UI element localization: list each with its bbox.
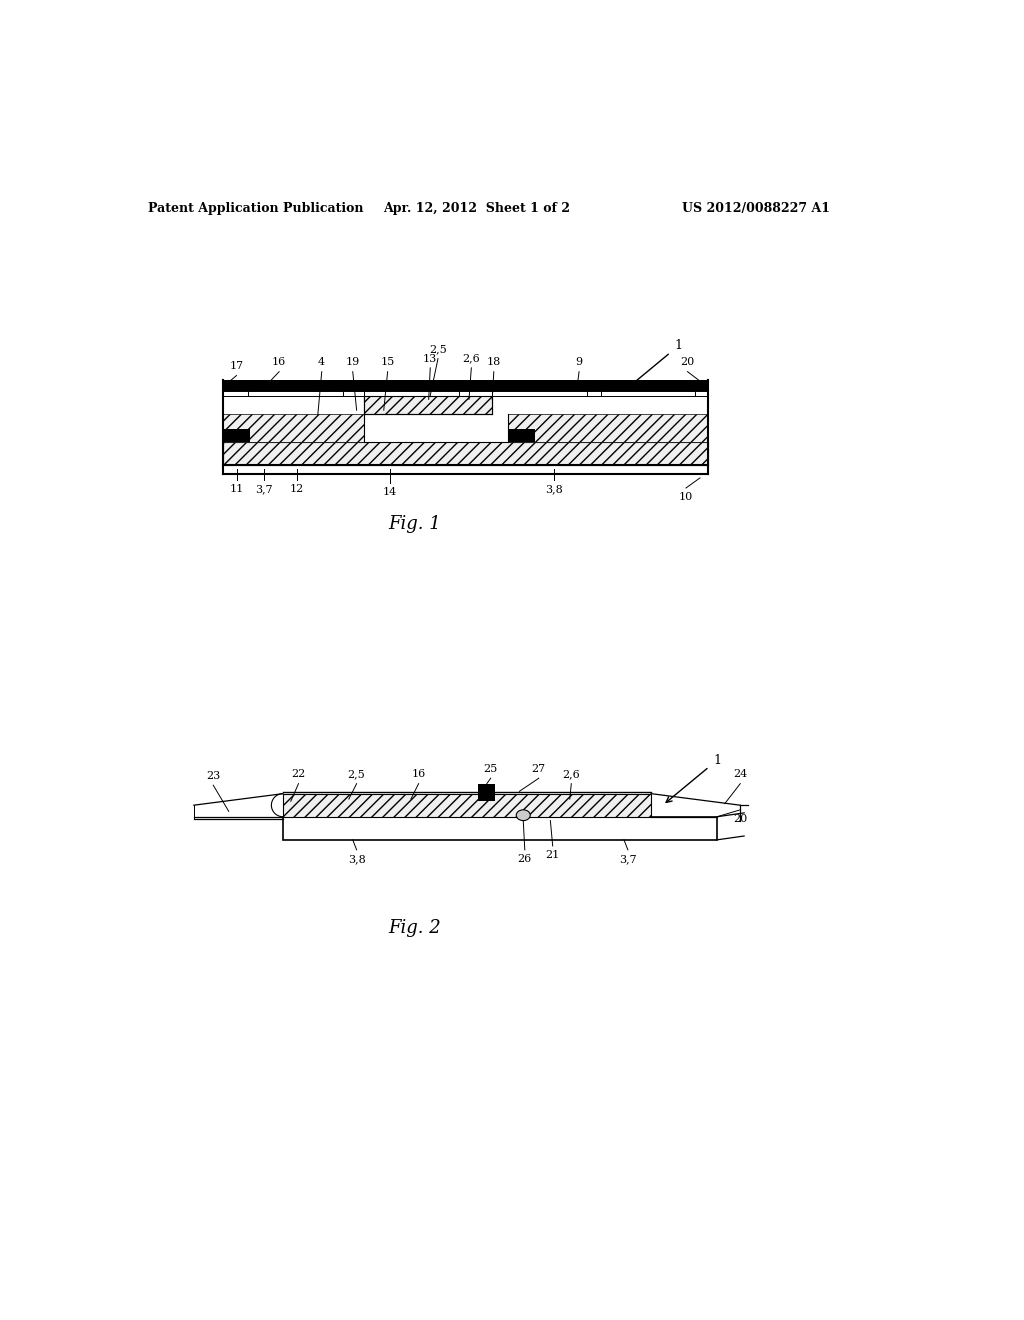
Text: Fig. 2: Fig. 2 bbox=[388, 920, 441, 937]
Text: 18: 18 bbox=[486, 358, 501, 367]
Text: 3,7: 3,7 bbox=[620, 854, 637, 865]
Text: 19: 19 bbox=[346, 358, 359, 367]
Text: 2,6: 2,6 bbox=[463, 354, 480, 363]
Text: 3,7: 3,7 bbox=[255, 484, 272, 495]
Text: 2,5: 2,5 bbox=[348, 770, 366, 779]
Text: US 2012/0088227 A1: US 2012/0088227 A1 bbox=[682, 202, 829, 215]
Text: Apr. 12, 2012  Sheet 1 of 2: Apr. 12, 2012 Sheet 1 of 2 bbox=[383, 202, 570, 215]
Bar bbox=[508, 414, 708, 442]
Text: Patent Application Publication: Patent Application Publication bbox=[148, 202, 364, 215]
Bar bbox=[222, 380, 708, 391]
Text: 1: 1 bbox=[674, 339, 682, 352]
Bar bbox=[222, 429, 250, 442]
Bar bbox=[478, 784, 496, 800]
Text: 16: 16 bbox=[412, 770, 426, 779]
Text: Fig. 1: Fig. 1 bbox=[388, 515, 441, 533]
Text: 21: 21 bbox=[546, 850, 560, 861]
Bar bbox=[365, 396, 493, 414]
Text: 3,8: 3,8 bbox=[546, 484, 563, 495]
Text: 1: 1 bbox=[713, 754, 721, 767]
Bar bbox=[222, 414, 365, 442]
Text: 23: 23 bbox=[206, 771, 220, 781]
Bar bbox=[222, 442, 708, 465]
Bar bbox=[222, 391, 708, 396]
Text: 2,6: 2,6 bbox=[562, 770, 581, 779]
Text: 17: 17 bbox=[229, 362, 244, 371]
Text: 13: 13 bbox=[423, 354, 437, 363]
Text: 9: 9 bbox=[575, 358, 583, 367]
Text: 10: 10 bbox=[679, 492, 693, 502]
Text: 25: 25 bbox=[483, 764, 498, 774]
Text: 20: 20 bbox=[733, 814, 748, 824]
Text: 3,8: 3,8 bbox=[348, 854, 366, 865]
Text: 27: 27 bbox=[531, 764, 546, 774]
Text: 22: 22 bbox=[292, 770, 305, 779]
Text: 26: 26 bbox=[518, 854, 531, 865]
Text: 14: 14 bbox=[383, 487, 397, 496]
Text: 12: 12 bbox=[290, 484, 304, 495]
Bar bbox=[283, 817, 717, 840]
Ellipse shape bbox=[516, 810, 530, 821]
Text: 2,5: 2,5 bbox=[429, 345, 446, 354]
Text: 24: 24 bbox=[733, 770, 748, 779]
Text: 11: 11 bbox=[229, 484, 244, 495]
Text: 20: 20 bbox=[680, 358, 694, 367]
Text: 15: 15 bbox=[381, 358, 394, 367]
Text: 16: 16 bbox=[272, 358, 287, 367]
Bar bbox=[283, 793, 651, 817]
Text: 4: 4 bbox=[318, 358, 326, 367]
Bar bbox=[508, 429, 535, 442]
